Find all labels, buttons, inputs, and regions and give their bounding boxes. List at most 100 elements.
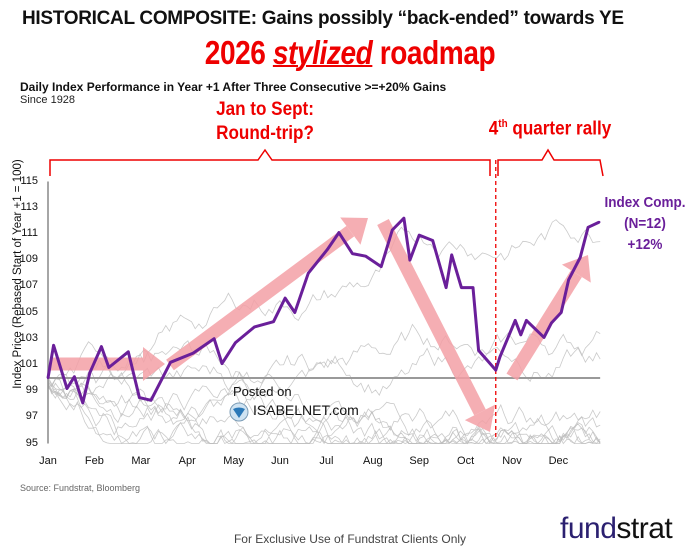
slide-subtitle: 2026 stylized roadmap (53, 34, 648, 72)
x-tick-label: Mar (131, 455, 151, 467)
index-comp-point (107, 366, 110, 369)
index-comp-point (586, 226, 590, 229)
fundstrat-logo: fundstrat (560, 512, 673, 546)
index-comp-point (514, 319, 517, 322)
source-note: Source: Fundstrat, Bloomberg (20, 483, 141, 493)
trend-arrow-shaft (166, 225, 355, 371)
index-comp-point (351, 252, 354, 255)
y-tick-label: 101 (19, 357, 38, 370)
annotation-line: Jan to Sept: (216, 99, 314, 120)
x-tick-label: Oct (457, 455, 475, 467)
index-comp-point (460, 286, 463, 289)
y-tick-label: 103 (19, 331, 38, 344)
index-comp-point (408, 258, 412, 262)
x-tick-label: Sep (409, 455, 429, 467)
x-tick-label: Feb (84, 455, 104, 467)
index-comp-point (169, 361, 172, 364)
index-comp-point (220, 362, 224, 365)
index-comp-point (559, 311, 563, 314)
series-label: Index Comp. (N=12) +12% (596, 192, 695, 255)
series-label-line: Index Comp. (604, 194, 686, 211)
historical-paths (47, 219, 601, 445)
annotation-part: quarter rally (507, 118, 612, 140)
trend-arrow-head (143, 347, 165, 381)
isabelnet-globe-icon (229, 402, 249, 422)
subtitle-year: 2026 (204, 34, 273, 71)
index-comp-point (127, 350, 130, 353)
slide-title: HISTORICAL COMPOSITE: Gains possibly “ba… (22, 8, 624, 29)
logo-part: fund (560, 512, 617, 545)
trend-arrow-shaft (377, 219, 486, 416)
subtitle-roadmap: roadmap (372, 34, 496, 71)
index-comp-point (52, 344, 55, 347)
y-tick-label: 111 (21, 226, 38, 239)
historical-path (47, 378, 601, 445)
disclaimer: For Exclusive Use of Fundstrat Clients O… (233, 532, 467, 546)
historical-path (47, 365, 601, 445)
index-comp-point (498, 355, 502, 359)
index-comp-point (337, 231, 341, 234)
historical-path (47, 332, 601, 415)
y-tick-label: 97 (25, 410, 38, 423)
index-comp-point (431, 239, 434, 242)
index-comp-point (379, 265, 383, 268)
index-comp-point (253, 325, 256, 329)
index-comp-point (234, 341, 237, 344)
annotation-round-trip: Jan to Sept: Round-trip? (184, 98, 346, 146)
trend-arrows (50, 217, 591, 432)
index-comp-point (567, 278, 570, 281)
x-tick-label: Jul (319, 455, 334, 467)
index-comp-point (272, 320, 275, 323)
index-comp-point (100, 345, 103, 348)
index-comp-point (192, 351, 195, 355)
y-tick-label: 113 (20, 200, 38, 213)
x-tick-label: Apr (178, 455, 196, 467)
y-tick-label: 109 (19, 253, 38, 266)
historical-path (47, 373, 601, 445)
historical-path (47, 377, 601, 445)
index-comp-point (542, 336, 546, 339)
index-comp-point (283, 296, 287, 300)
left-bracket (49, 148, 491, 176)
index-comp-point (212, 337, 216, 340)
index-comp-point (138, 396, 141, 399)
historical-path (47, 359, 601, 445)
index-comp-point (307, 272, 310, 275)
index-comp-point (293, 311, 297, 314)
trend-arrow-head (464, 404, 496, 432)
index-comp-point (450, 253, 453, 257)
trend-arrow-head (340, 217, 368, 245)
right-bracket (497, 148, 604, 177)
index-comp-point (598, 220, 601, 224)
index-comp-point (88, 371, 91, 374)
index-comp-point (418, 234, 421, 237)
x-tick-label: May (223, 455, 244, 467)
index-comp-point (444, 286, 448, 289)
subtitle-stylized: stylized (272, 34, 373, 71)
trend-arrow-head (561, 255, 591, 283)
index-comp-point (364, 254, 368, 258)
brackets (49, 148, 604, 177)
series-label-line: +12% (627, 236, 663, 253)
annotation-line: Round-trip? (216, 123, 314, 144)
watermark-text: ISABELNET.com (253, 402, 359, 418)
chart-subtitle: Since 1928 (20, 94, 76, 106)
index-comp-point (149, 399, 153, 402)
index-comp-point (494, 368, 497, 372)
posted-on-text: Posted on (233, 384, 292, 399)
index-comp-point (525, 319, 528, 322)
x-tick-label: Dec (548, 455, 569, 467)
x-tick-label: Jan (39, 455, 57, 467)
logo-part: strat (616, 512, 673, 545)
y-tick-label: 95 (25, 436, 38, 449)
historical-path (47, 219, 601, 388)
y-tick-label: 105 (19, 305, 38, 318)
index-comp-point (550, 321, 553, 325)
historical-path (47, 323, 601, 424)
index-comp-point (391, 228, 394, 232)
historical-path (47, 387, 601, 445)
annotation-q4-rally: 4th quarter rally (483, 112, 618, 141)
series-label-line: (N=12) (624, 215, 666, 232)
x-tick-label: Nov (502, 455, 522, 467)
